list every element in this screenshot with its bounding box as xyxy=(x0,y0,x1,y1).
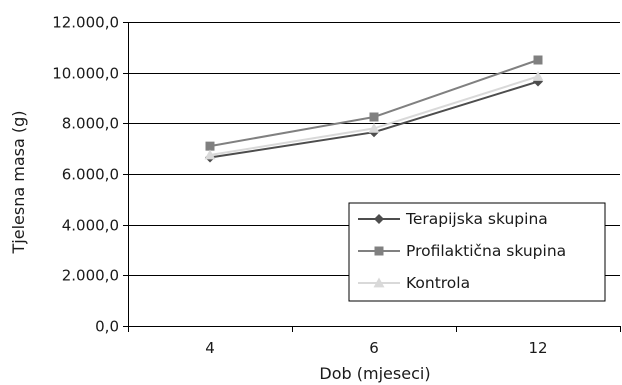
y-tick-label: 0,0 xyxy=(95,318,119,336)
data-point xyxy=(374,246,384,256)
y-tick-label: 10.000,0 xyxy=(52,65,119,83)
x-tick-label: 6 xyxy=(369,339,379,357)
x-tick-label: 4 xyxy=(205,339,215,357)
data-point xyxy=(374,214,384,224)
y-tick-label: 8.000,0 xyxy=(62,115,119,133)
y-tick-label: 12.000,0 xyxy=(52,14,119,32)
legend-label: Terapijska skupina xyxy=(405,210,548,228)
data-point xyxy=(533,55,543,65)
data-point xyxy=(204,149,216,160)
x-tick-labels: 4 6 12 xyxy=(205,339,547,357)
data-point xyxy=(205,141,215,151)
y-tick-label: 2.000,0 xyxy=(62,267,119,285)
x-tick-label: 12 xyxy=(528,339,547,357)
axes xyxy=(123,22,621,332)
series xyxy=(204,55,544,163)
series-group xyxy=(204,70,544,160)
series-group xyxy=(205,55,543,151)
data-point xyxy=(368,122,380,133)
legend-item: Terapijska skupina xyxy=(358,210,548,228)
data-point xyxy=(373,277,385,288)
legend-items: Terapijska skupina Profilaktična skupina K… xyxy=(358,210,566,292)
legend-item: Kontrola xyxy=(358,274,470,292)
x-axis-title: Dob (mjeseci) xyxy=(319,364,430,383)
legend-label: Kontrola xyxy=(406,274,470,292)
y-axis-title: Tjelesna masa (g) xyxy=(9,111,28,255)
y-tick-labels: 0,0 2.000,0 4.000,0 6.000,0 8.000,0 10.000,0 1… xyxy=(52,14,119,336)
legend-item: Profilaktična skupina xyxy=(358,242,566,260)
data-point xyxy=(369,112,379,122)
y-tick-label: 6.000,0 xyxy=(62,166,119,184)
legend: Terapijska skupina Profilaktična skupina K… xyxy=(348,202,606,302)
y-tick-label: 4.000,0 xyxy=(62,217,119,235)
legend-label: Profilaktična skupina xyxy=(406,242,566,260)
data-point xyxy=(532,70,544,81)
